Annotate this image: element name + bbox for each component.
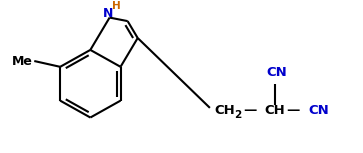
Text: CN: CN	[309, 104, 329, 117]
Text: N: N	[102, 7, 113, 20]
Text: CH: CH	[215, 104, 236, 117]
Text: H: H	[111, 1, 121, 11]
Text: CH: CH	[265, 104, 285, 117]
Text: Me: Me	[12, 54, 33, 67]
Text: 2: 2	[234, 110, 241, 120]
Text: —: —	[287, 104, 300, 117]
Text: CN: CN	[267, 66, 287, 79]
Text: —: —	[243, 104, 256, 117]
